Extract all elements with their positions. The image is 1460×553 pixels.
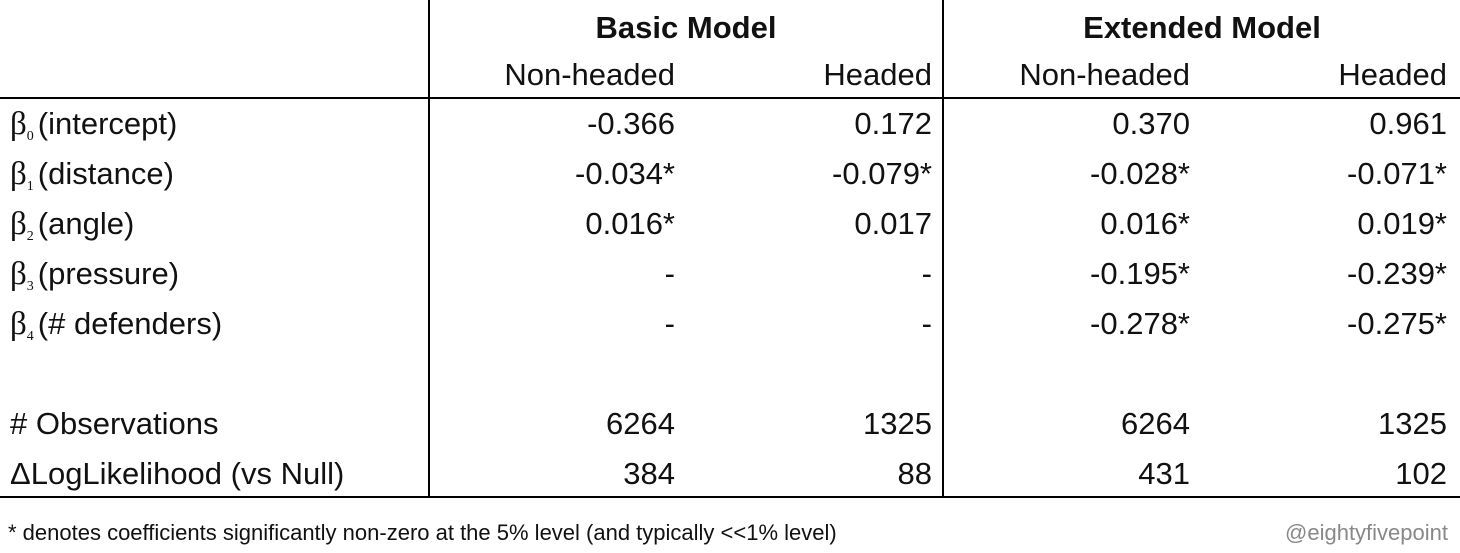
cell: -0.034* xyxy=(575,156,675,191)
column-divider xyxy=(428,0,430,498)
cell: 0.961 xyxy=(1369,106,1447,141)
cell: 0.172 xyxy=(854,106,932,141)
cell: -0.071* xyxy=(1347,156,1447,191)
beta-subscript: 2 xyxy=(26,229,34,244)
cell: 0.016* xyxy=(1100,206,1190,241)
group-header: Basic Model xyxy=(595,10,777,45)
row-label: β0 (intercept) xyxy=(10,104,177,157)
beta-symbol: β xyxy=(10,206,27,242)
bottom-rule xyxy=(0,496,1460,498)
cell: -0.239* xyxy=(1347,256,1447,291)
cell: -0.079* xyxy=(832,156,932,191)
row-label: β1 (distance) xyxy=(10,154,174,207)
cell: 384 xyxy=(623,456,675,491)
cell: 102 xyxy=(1395,456,1447,491)
cell: 431 xyxy=(1138,456,1190,491)
row-label: β4 (# defenders) xyxy=(10,304,222,357)
cell: - xyxy=(921,256,932,291)
beta-subscript: 3 xyxy=(26,279,34,294)
cell: 0.370 xyxy=(1112,106,1190,141)
cell: - xyxy=(664,306,675,341)
cell: 1325 xyxy=(1378,406,1447,441)
cell: 0.019* xyxy=(1357,206,1447,241)
beta-symbol: β xyxy=(10,306,27,342)
group-header: Extended Model xyxy=(1083,10,1321,45)
cell: 0.016* xyxy=(585,206,675,241)
beta-subscript: 0 xyxy=(26,129,34,144)
row-label: # Observations xyxy=(10,406,219,441)
header-rule xyxy=(0,97,1460,99)
beta-subscript: 4 xyxy=(26,329,34,344)
row-label-text: (distance) xyxy=(37,156,174,191)
beta-subscript: 1 xyxy=(26,179,34,194)
beta-symbol: β xyxy=(10,156,27,192)
beta-symbol: β xyxy=(10,256,27,292)
cell: 6264 xyxy=(606,406,675,441)
credit: @eightyfivepoint xyxy=(1285,520,1448,545)
column-header: Headed xyxy=(1338,57,1447,92)
column-header: Headed xyxy=(823,57,932,92)
cell: -0.278* xyxy=(1090,306,1190,341)
cell: 1325 xyxy=(863,406,932,441)
cell: 0.017 xyxy=(854,206,932,241)
column-divider xyxy=(942,0,944,498)
cell: 6264 xyxy=(1121,406,1190,441)
cell: -0.275* xyxy=(1347,306,1447,341)
row-label: β3 (pressure) xyxy=(10,254,179,307)
column-header: Non-headed xyxy=(504,57,675,92)
cell: -0.028* xyxy=(1090,156,1190,191)
row-label-text: (angle) xyxy=(37,206,135,241)
row-label-text: (intercept) xyxy=(37,106,178,141)
cell: - xyxy=(664,256,675,291)
cell: 88 xyxy=(897,456,932,491)
cell: -0.195* xyxy=(1090,256,1190,291)
row-label: ΔLogLikelihood (vs Null) xyxy=(10,456,345,491)
row-label-text: (# defenders) xyxy=(37,306,223,341)
column-header: Non-headed xyxy=(1019,57,1190,92)
footnote: * denotes coefficients significantly non… xyxy=(8,520,837,545)
beta-symbol: β xyxy=(10,106,27,142)
row-label-text: (pressure) xyxy=(37,256,180,291)
row-label: β2 (angle) xyxy=(10,204,134,257)
cell: -0.366 xyxy=(587,106,675,141)
cell: - xyxy=(921,306,932,341)
